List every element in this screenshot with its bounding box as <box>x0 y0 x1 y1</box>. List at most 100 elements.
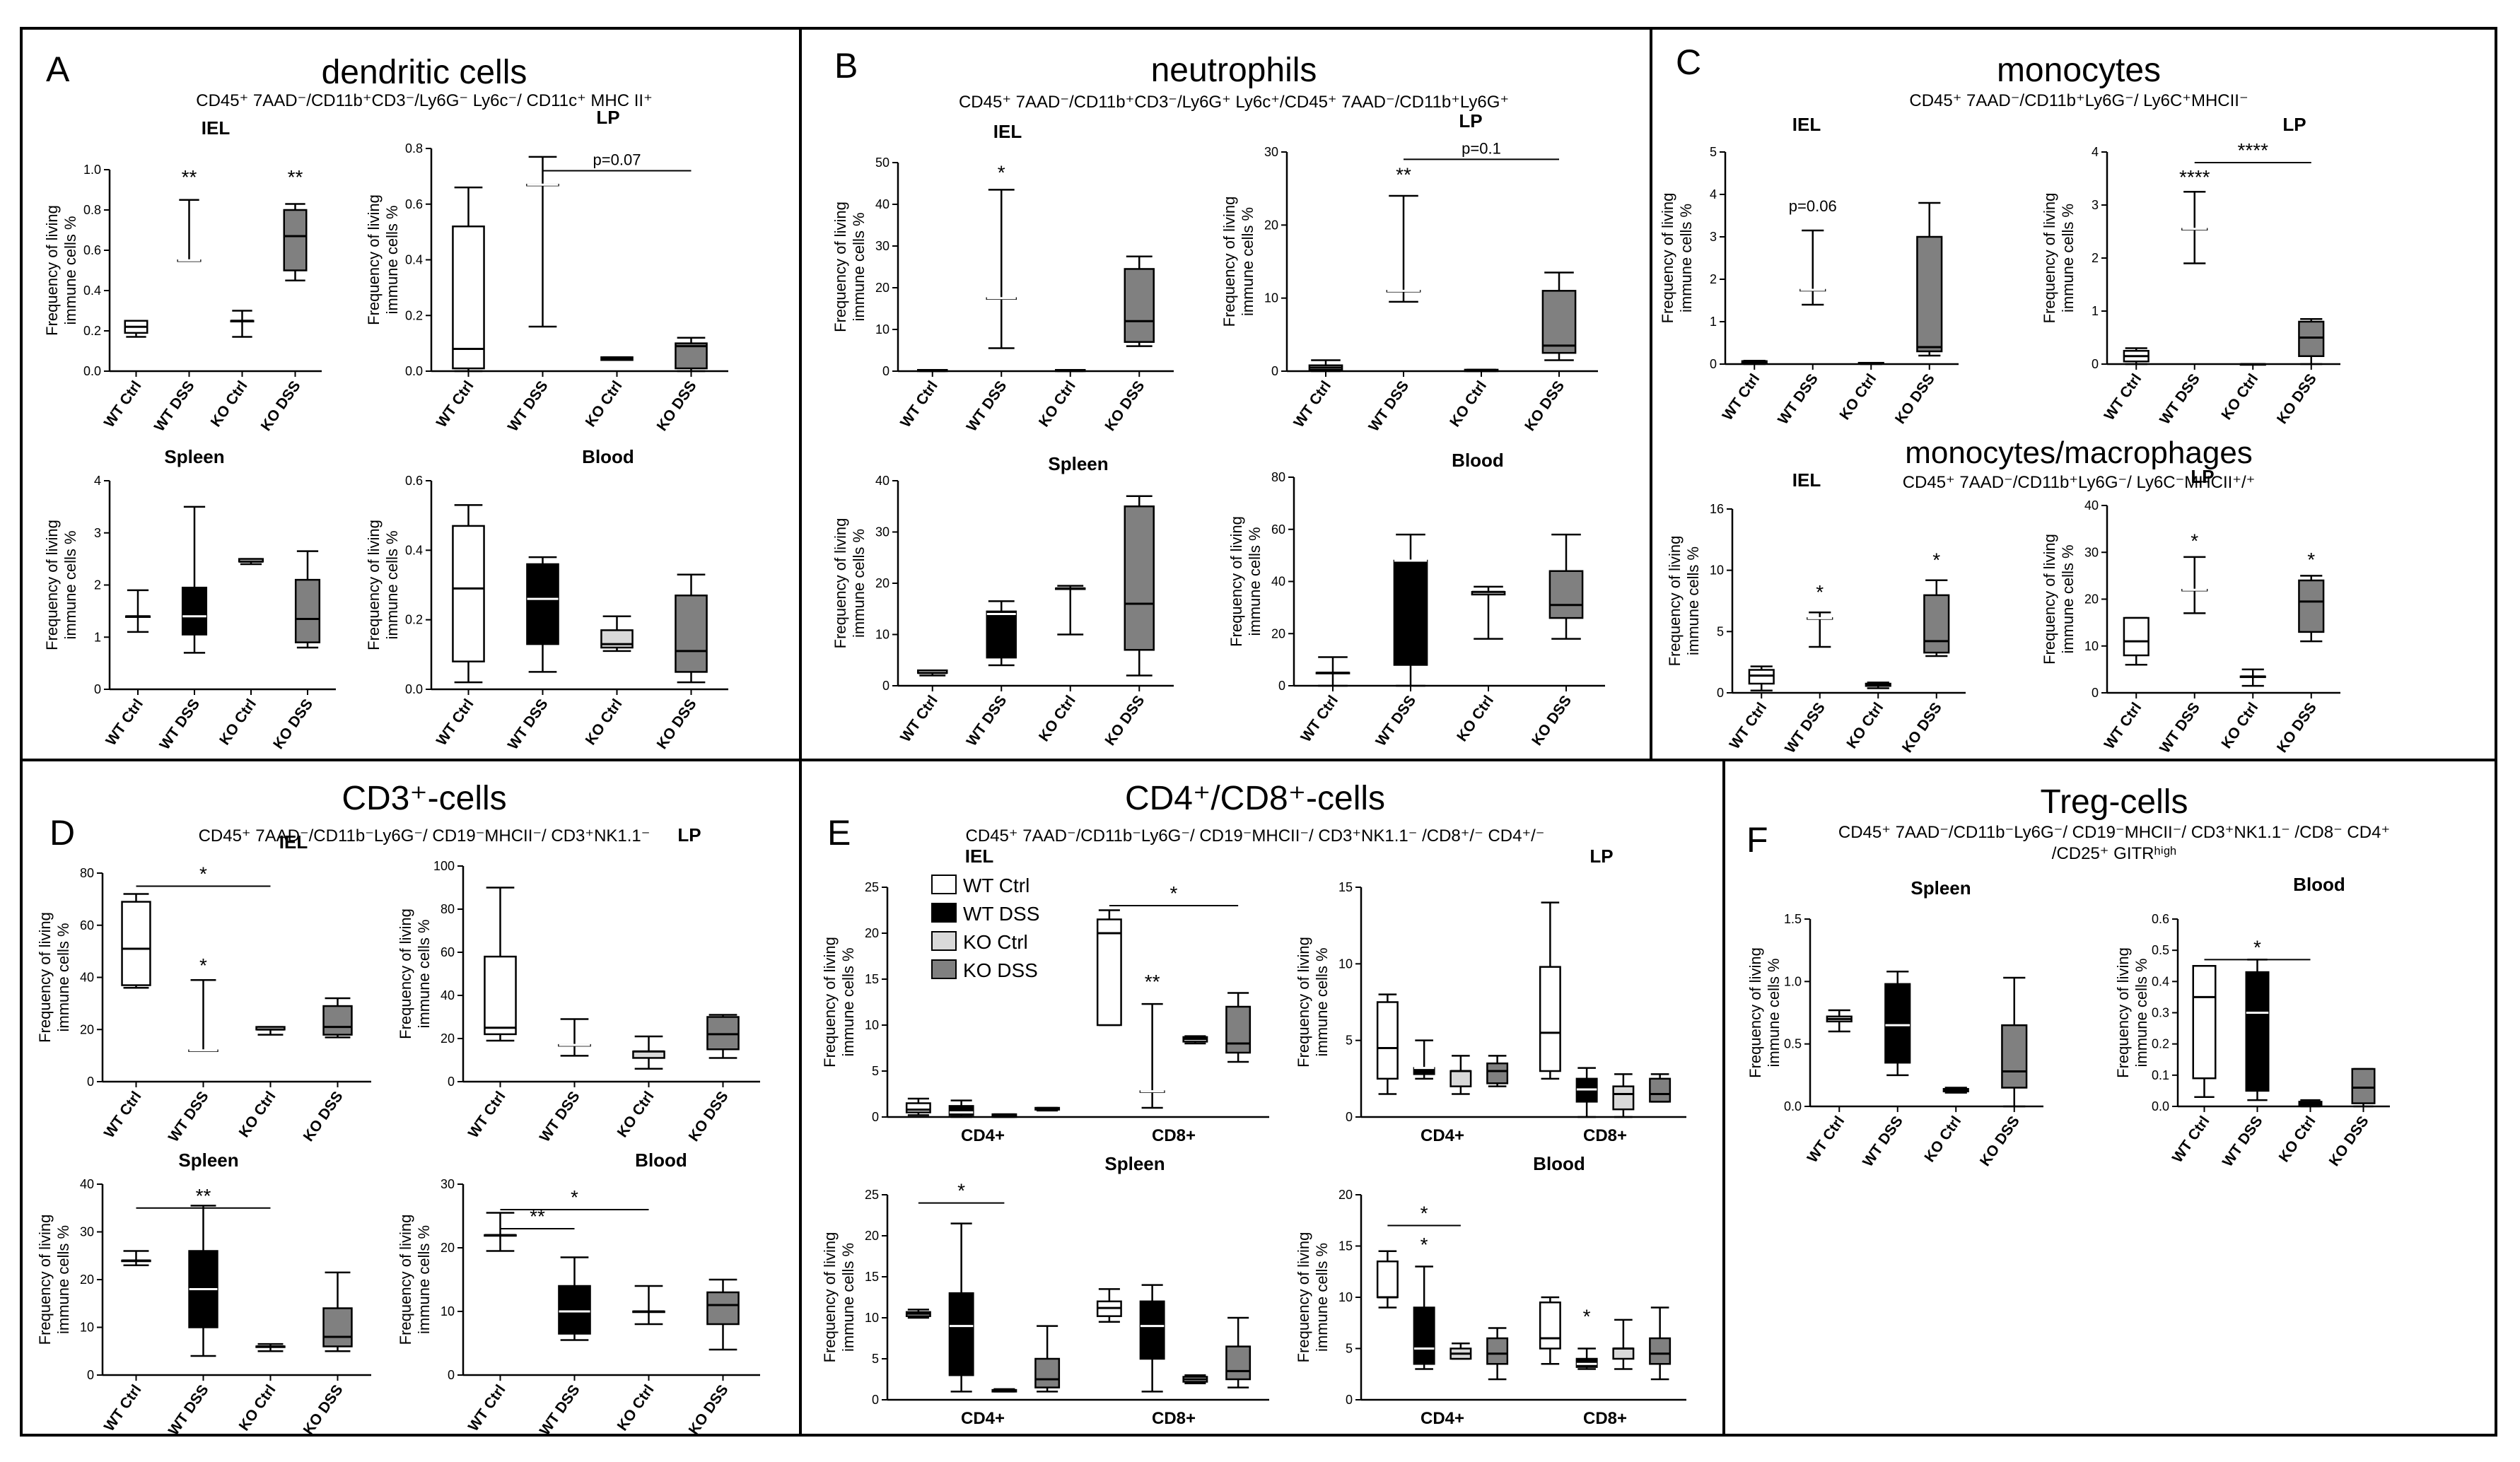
significance-label: p=0.06 <box>1789 197 1837 215</box>
y-axis-title-line1: Frequency of living <box>832 518 849 649</box>
x-tick-label: KO Ctrl <box>1447 378 1490 430</box>
y-tick-label: 0.2 <box>83 324 101 338</box>
x-tick-label: KO DSS <box>270 696 316 752</box>
box-cd4+-0-box <box>1376 1001 1399 1080</box>
y-tick-label: 0.0 <box>405 682 423 696</box>
y-tick-label: 0 <box>1717 686 1724 700</box>
x-tick-label: WT Ctrl <box>101 1382 145 1434</box>
y-axis-title-line2: immune cells % <box>1684 546 1702 655</box>
y-axis-title-line2: immune cells % <box>383 530 401 639</box>
chart-title: IEL <box>1792 114 1821 135</box>
y-axis-title: Frequency of living immune cells % <box>2041 193 2077 324</box>
y-tick-label: 1.0 <box>83 163 101 177</box>
y-tick-label: 0 <box>94 682 101 696</box>
y-axis-title-line1: Frequency of living <box>832 201 849 332</box>
x-tick-label: WT Ctrl <box>897 378 941 431</box>
y-tick-label: 1 <box>1710 315 1717 329</box>
chart-e-blood: 0 5 10 15 20 Frequency of living immune cells … <box>1295 1153 1686 1428</box>
x-tick-label: WT Ctrl <box>1290 378 1334 431</box>
y-tick-label: 0 <box>1346 1110 1353 1124</box>
box-cd4+-0-box <box>1376 1261 1399 1299</box>
chart-c-lp2: 0 10 20 30 40 Frequency of living immune cells… <box>2041 466 2340 756</box>
y-tick-label: 15 <box>865 1270 879 1284</box>
legend-swatch-wt-ctrl <box>931 875 957 894</box>
legend-label-ko-dss: KO DSS <box>963 959 1038 981</box>
box-cd8+-0-box <box>1096 918 1122 1027</box>
box-wt-dss-box <box>2245 971 2270 1092</box>
chart-b-lp: 0 10 20 30 Frequency of living immune cells %… <box>1220 110 1598 435</box>
y-axis-title-line1: Frequency of living <box>2041 534 2058 665</box>
y-tick-label: 16 <box>1710 502 1724 516</box>
box-cd8+-0-box <box>1539 1302 1561 1350</box>
y-axis-title-line1: Frequency of living <box>2041 193 2058 324</box>
x-tick-label: KO Ctrl <box>1921 1113 1964 1165</box>
box-cd4+-2-box <box>1449 1070 1472 1087</box>
y-axis-title: Frequency of living immune cells % <box>1746 947 1783 1078</box>
chart-d-iel: 0 20 40 60 80 Frequency of living immune cells… <box>36 831 371 1145</box>
chart-title: IEL <box>1792 469 1821 491</box>
significance-bracket-label: * <box>199 862 207 884</box>
y-tick-label: 20 <box>1264 218 1278 232</box>
y-tick-label: 15 <box>1338 1239 1353 1253</box>
legend-label-wt-ctrl: WT Ctrl <box>963 875 1029 896</box>
box-cd8+-3-box <box>1225 1345 1252 1381</box>
chart-title: Blood <box>2293 874 2345 895</box>
y-axis-title: Frequency of living immune cells % <box>821 937 857 1068</box>
y-tick-label: 0.8 <box>405 141 423 156</box>
box-ko-dss-box <box>1541 290 1577 354</box>
x-tick-label: KO Ctrl <box>2218 371 2261 423</box>
y-tick-label: 1 <box>2092 304 2099 318</box>
y-tick-label: 0 <box>448 1075 455 1089</box>
y-axis-title-line1: Frequency of living <box>397 1215 414 1345</box>
y-tick-label: 4 <box>1710 187 1717 201</box>
box-ko-dss-box <box>2298 579 2325 633</box>
x-tick-label: KO Ctrl <box>216 696 259 748</box>
y-axis-title-line2: immune cells % <box>62 530 79 639</box>
y-axis-title-line1: Frequency of living <box>2114 947 2132 1078</box>
x-tick-label: KO Ctrl <box>2276 1113 2319 1165</box>
x-tick-label: KO Ctrl <box>208 378 251 430</box>
y-axis-title: Frequency of living immune cells % <box>36 912 72 1043</box>
panel-subtitle-a: CD45⁺ 7AAD⁻/CD11b⁺CD3⁻/Ly6G⁻ Ly6c⁻/ CD11… <box>196 91 653 110</box>
y-tick-label: 0.4 <box>2152 974 2169 988</box>
chart-a-lp: 0.0 0.2 0.4 0.6 0.8 Frequency of living immune… <box>365 107 728 435</box>
significance-label: * <box>2191 530 2198 552</box>
x-tick-label: WT Ctrl <box>465 1382 509 1434</box>
panel-subtitle-b: CD45⁺ 7AAD⁻/CD11b⁺CD3⁻/Ly6G⁺ Ly6c⁺/CD45⁺… <box>959 93 1509 112</box>
y-tick-label: 40 <box>875 474 889 488</box>
y-axis-title: Frequency of living immune cells % <box>1227 516 1264 647</box>
y-tick-label: 10 <box>1710 563 1724 578</box>
chart-title: IEL <box>993 121 1022 142</box>
x-tick-label: KO DSS <box>654 378 700 434</box>
y-tick-label: 3 <box>2092 198 2099 212</box>
y-axis-title-line2: immune cells % <box>839 1243 857 1352</box>
y-axis-title: Frequency of living immune cells % <box>43 520 79 650</box>
group-label: CD4+ <box>961 1126 1005 1145</box>
y-axis-title: Frequency of living immune cells % <box>365 520 401 650</box>
y-tick-label: 0 <box>882 679 889 693</box>
y-tick-label: 0.0 <box>1784 1099 1802 1113</box>
x-tick-label: WT DSS <box>2157 371 2203 428</box>
significance-label: ** <box>1396 163 1411 185</box>
y-tick-label: 0.8 <box>83 203 101 217</box>
group-label: CD8+ <box>1152 1409 1196 1428</box>
panel-subtitle-e: CD45⁺ 7AAD⁻/CD11b⁻Ly6G⁻/ CD19⁻MHCII⁻/ CD… <box>966 826 1545 846</box>
group-label: CD4+ <box>1421 1126 1464 1145</box>
box-cd4+-1-box <box>948 1292 974 1376</box>
y-tick-label: 20 <box>1271 626 1285 641</box>
x-tick-label: WT DSS <box>505 696 552 753</box>
x-tick-label: KO Ctrl <box>236 1089 279 1140</box>
significance-label: * <box>199 954 207 976</box>
x-tick-label: KO Ctrl <box>236 1382 279 1434</box>
x-tick-label: WT DSS <box>964 693 1010 749</box>
y-tick-label: 15 <box>1338 880 1353 894</box>
y-axis-title-line2: immune cells % <box>415 1225 433 1334</box>
y-tick-label: 30 <box>875 525 889 539</box>
y-tick-label: 0.0 <box>405 364 423 378</box>
box-cd8+-2-box <box>1612 1085 1635 1111</box>
y-tick-label: 40 <box>1271 575 1285 589</box>
chart-e-lp: 0 5 10 15 Frequency of living immune cells % L… <box>1295 846 1686 1145</box>
x-tick-label: KO DSS <box>2274 700 2320 756</box>
y-axis-title-line2: immune cells % <box>850 529 868 638</box>
